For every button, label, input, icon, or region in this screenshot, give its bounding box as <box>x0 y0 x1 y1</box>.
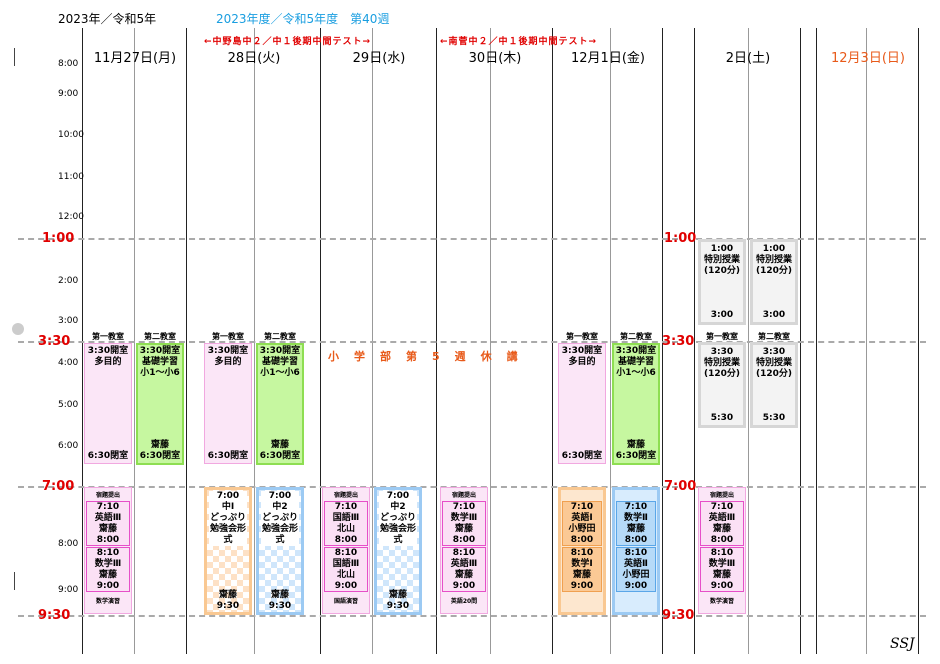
japanese-drill-label: 国語演習 <box>333 598 358 605</box>
lesson-japanese3-b: 8:10 国語Ⅲ 北山 9:00 <box>324 547 368 592</box>
time-label: 5:00 <box>58 400 79 410</box>
footer-mark: SSJ <box>890 636 915 652</box>
grid-line <box>694 28 695 654</box>
special-lesson-2: 3:30 特別授業 (120分) 5:30 <box>750 342 798 428</box>
day-header-mon: 11月27日(月) <box>93 51 177 66</box>
margin-mark <box>14 572 15 590</box>
room-label: 第一教室 <box>92 332 124 341</box>
room-label: 第二教室 <box>758 332 790 341</box>
margin-mark <box>14 48 15 66</box>
lesson-math3: 7:10 数学Ⅲ 齋藤 8:00 <box>442 501 486 546</box>
room-label: 第二教室 <box>144 332 176 341</box>
lesson-english2: 8:10 英語Ⅱ 小野田 9:00 <box>616 547 656 592</box>
study-session-1: 7:00 中Ⅰ どっぷり 勉強会形式 齋藤 9:30 <box>204 487 252 615</box>
time-label: 3:00 <box>58 316 79 326</box>
dash-line <box>696 238 926 240</box>
room-label: 第一教室 <box>706 332 738 341</box>
room-label: 第二教室 <box>620 332 652 341</box>
time-label: 6:00 <box>58 441 79 451</box>
lesson-math3: 8:10 数学Ⅲ 齋藤 9:00 <box>700 547 744 592</box>
math-drill-label: 数学演習 <box>95 598 120 605</box>
time-label: 9:00 <box>58 585 79 595</box>
time-marker-330-right: 3:30 <box>662 334 695 349</box>
basic-study-block: 3:30開室 基礎学習 小1～小6 齋藤 6:30閉室 <box>612 343 660 465</box>
closed-note: 小 学 部 第 5 週 休 講 <box>328 350 520 363</box>
year-label: 2023年／令和5年 <box>58 12 157 26</box>
time-label: 8:00 <box>58 59 79 69</box>
open-room-block: 3:30開室 多目的 6:30閉室 <box>558 343 606 464</box>
time-marker-930: 9:30 <box>38 608 71 623</box>
day-header-sun: 12月3日(日) <box>831 51 905 66</box>
dash-line <box>18 238 678 240</box>
homework-label: 宿題提出 <box>333 492 358 499</box>
room-label: 第一教室 <box>212 332 244 341</box>
day-header-sat: 2日(土) <box>725 51 771 66</box>
lesson-math1: 8:10 数学Ⅰ 齋藤 9:00 <box>562 547 602 592</box>
time-marker-930-right: 9:30 <box>662 608 695 623</box>
time-label: 10:00 <box>58 130 84 140</box>
time-marker-7-right: 7:00 <box>664 479 697 494</box>
homework-label: 宿題提出 <box>95 492 120 499</box>
dash-line <box>696 486 926 488</box>
basic-study-block: 3:30開室 基礎学習 小1～小6 齋藤 6:30閉室 <box>136 343 184 465</box>
time-label: 2:00 <box>58 276 79 286</box>
time-label: 8:00 <box>58 539 79 549</box>
open-room-block: 3:30開室 多目的 6:30閉室 <box>204 343 252 464</box>
open-room-block: 3:30開室 多目的 6:30閉室 <box>84 343 132 464</box>
time-label: 11:00 <box>58 172 84 182</box>
lesson-english3: 7:10 英語Ⅲ 齋藤 8:00 <box>700 501 744 546</box>
study-session-2: 7:00 中2 どっぷり 勉強会形式 齋藤 9:30 <box>374 487 422 615</box>
time-label: 9:00 <box>58 89 79 99</box>
math-drill-label: 数学演習 <box>709 598 734 605</box>
day-header-tue: 28日(火) <box>227 51 281 66</box>
lesson-english3: 8:10 英語Ⅲ 齋藤 9:00 <box>442 547 486 592</box>
special-lesson-2: 3:30 特別授業 (120分) 5:30 <box>698 342 746 428</box>
day-header-wed: 29日(水) <box>352 51 406 66</box>
lesson-math2: 7:10 数学Ⅱ 齋藤 8:00 <box>616 501 656 546</box>
time-label: 4:00 <box>58 358 79 368</box>
study-session-2: 7:00 中2 どっぷり 勉強会形式 齋藤 9:30 <box>256 487 304 615</box>
dash-line <box>696 615 926 617</box>
lesson-japanese3-a: 7:10 国語Ⅲ 北山 8:00 <box>324 501 368 546</box>
english20-label: 英語20問 <box>450 598 478 605</box>
time-marker-1: 1:00 <box>42 231 75 246</box>
test-note-minami: ←南菅中２／中１後期中間テスト→ <box>440 37 598 47</box>
homework-label: 宿題提出 <box>451 492 476 499</box>
time-marker-330: 3:30 <box>38 334 71 349</box>
room-label: 第一教室 <box>566 332 598 341</box>
lesson-english1: 7:10 英語Ⅰ 小野田 8:00 <box>562 501 602 546</box>
margin-hole <box>12 323 24 335</box>
time-label: 12:00 <box>58 212 84 222</box>
day-header-thu: 30日(木) <box>468 51 522 66</box>
time-marker-1-right: 1:00 <box>664 231 697 246</box>
dash-line <box>696 341 926 343</box>
lesson-math3: 8:10 数学Ⅲ 齋藤 9:00 <box>86 547 130 592</box>
time-marker-7: 7:00 <box>42 479 75 494</box>
basic-study-block: 3:30開室 基礎学習 小1～小6 齋藤 6:30閉室 <box>256 343 304 465</box>
special-lesson-1: 1:00 特別授業 (120分) 3:00 <box>698 239 746 325</box>
room-label: 第二教室 <box>264 332 296 341</box>
homework-label: 宿題提出 <box>709 492 734 499</box>
week-label: 2023年度／令和5年度 第40週 <box>216 12 390 26</box>
day-header-fri: 12月1日(金) <box>571 51 645 66</box>
special-lesson-1: 1:00 特別授業 (120分) 3:00 <box>750 239 798 325</box>
lesson-english3: 7:10 英語Ⅲ 齋藤 8:00 <box>86 501 130 546</box>
dash-line <box>18 615 678 617</box>
test-note-nakano: ←中野島中２／中１後期中間テスト→ <box>204 37 372 47</box>
dash-line <box>18 341 678 343</box>
